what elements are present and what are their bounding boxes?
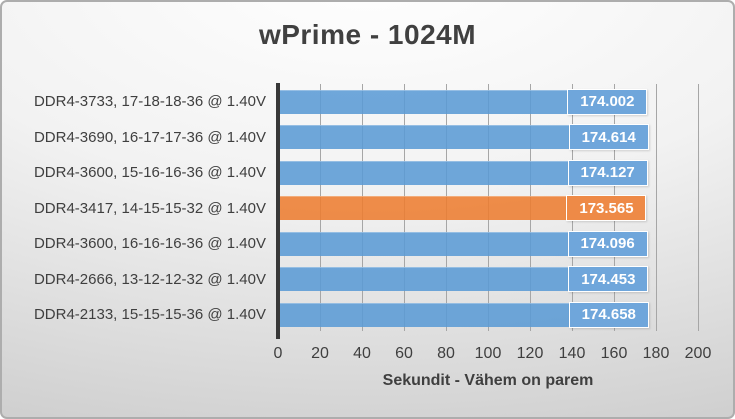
bar-value-label: 173.565 [566, 195, 647, 222]
x-tick-label: 200 [684, 345, 712, 362]
x-tick-label: 80 [437, 345, 455, 362]
category-label: DDR4-3417, 14-15-15-32 @ 1.40V [33, 199, 266, 217]
bar-value-label: 174.453 [568, 266, 649, 293]
category-label: DDR4-3600, 15-16-16-36 @ 1.40V [33, 164, 266, 182]
x-tick-label: 40 [353, 345, 371, 362]
bar-value-label: 174.002 [567, 88, 648, 115]
category-label: DDR4-2133, 15-15-15-36 @ 1.40V [33, 306, 266, 324]
grid-line [655, 84, 657, 331]
x-tick-label: 60 [395, 345, 413, 362]
x-tick-label: 140 [558, 345, 586, 362]
bar-value-label: 174.127 [567, 159, 648, 186]
x-tick-label: 180 [642, 345, 670, 362]
category-label: DDR4-3733, 17-18-18-36 @ 1.40V [33, 93, 266, 111]
bar-value-label: 174.614 [568, 124, 649, 151]
category-label: DDR4-3600, 16-16-16-36 @ 1.40V [33, 235, 266, 253]
y-axis-line [276, 83, 280, 339]
x-tick-label: 20 [311, 345, 329, 362]
bar-value-label: 174.658 [568, 301, 649, 328]
bar-value-label: 174.096 [567, 230, 648, 257]
grid-line [697, 84, 699, 331]
x-tick-label: 160 [600, 345, 628, 362]
category-label: DDR4-2666, 13-12-12-32 @ 1.40V [33, 270, 266, 288]
x-tick-label: 0 [273, 345, 283, 362]
category-label: DDR4-3690, 16-17-17-36 @ 1.40V [33, 128, 266, 146]
x-tick-label: 100 [474, 345, 502, 362]
x-tick-label: 120 [516, 345, 544, 362]
chart-title: wPrime - 1024M [258, 19, 477, 50]
x-axis-title: Sekundit - Vähem on parem [382, 372, 594, 389]
